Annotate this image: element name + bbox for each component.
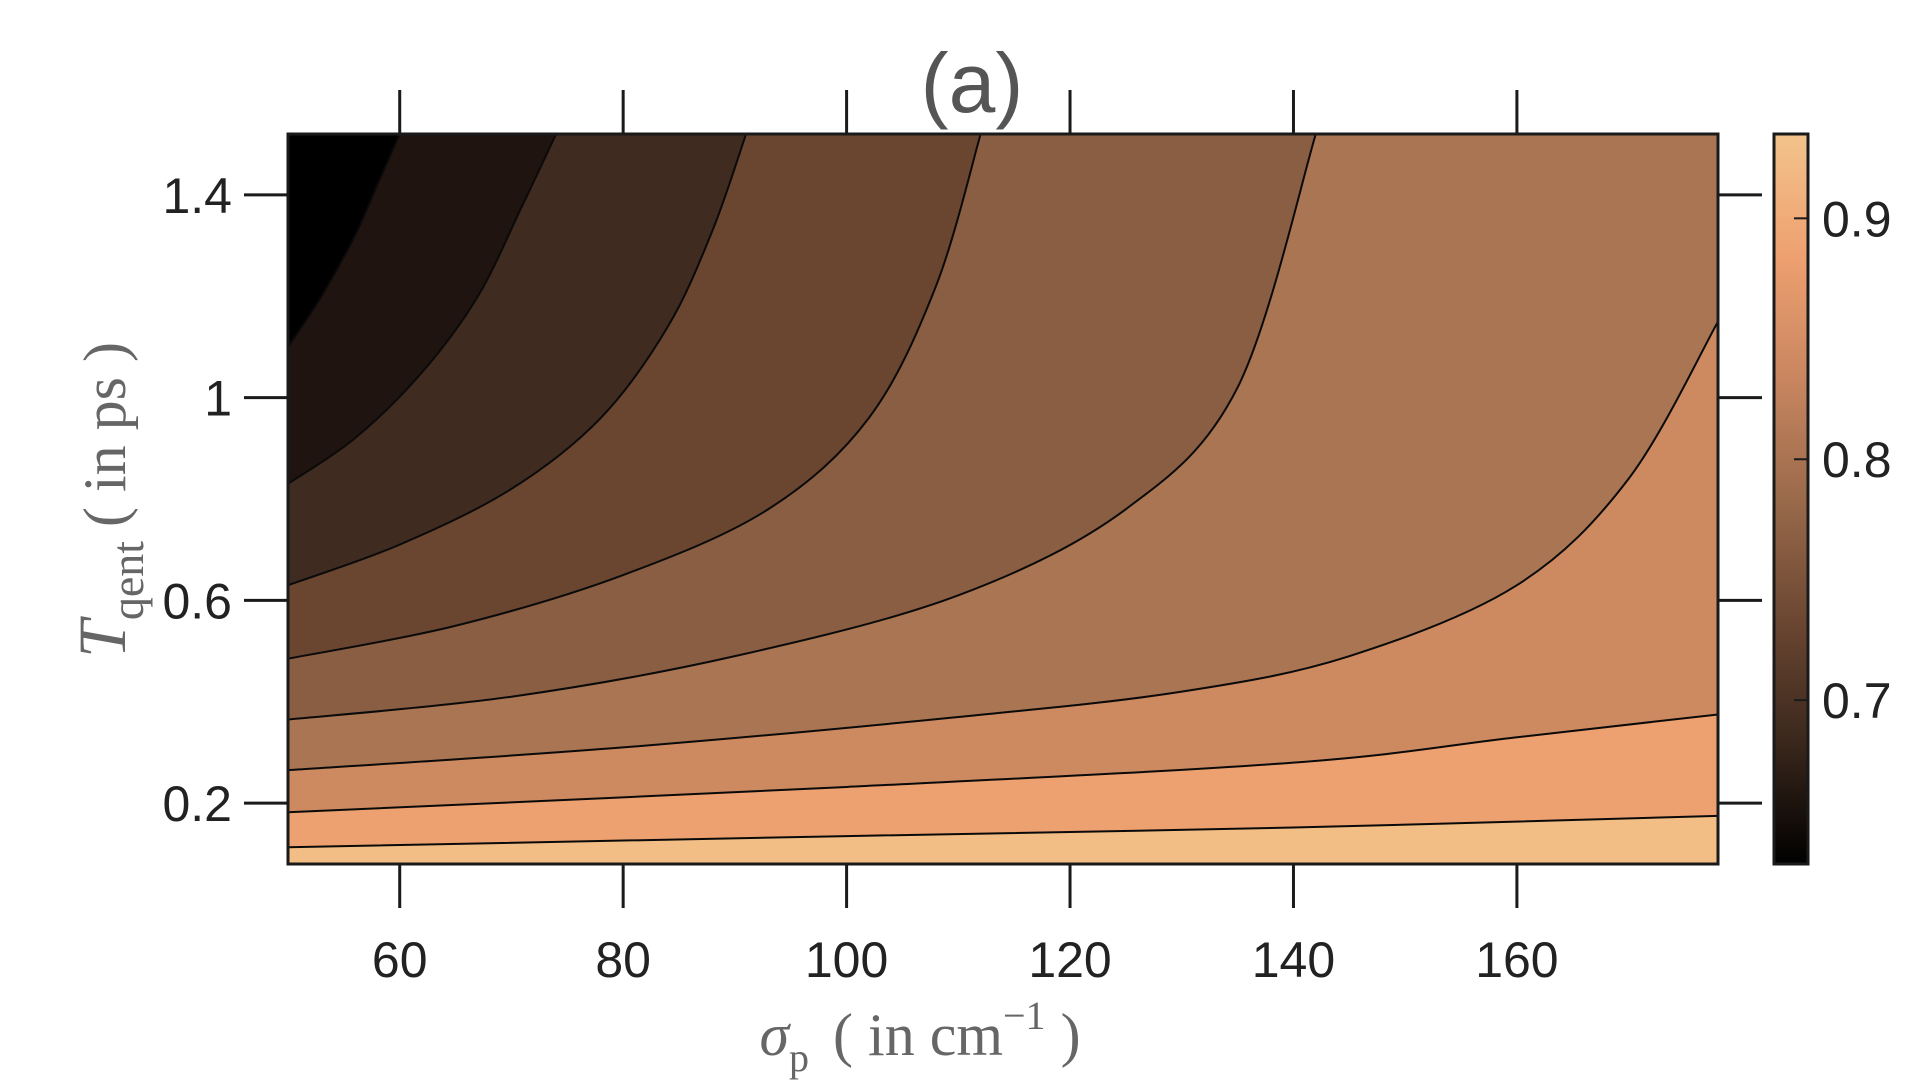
- contour-line-2: [288, 134, 558, 485]
- x-axis: 60 80 100 120 140 160: [372, 90, 1559, 988]
- x-tick-label: 100: [805, 932, 888, 988]
- y-tick-label: 0.2: [162, 776, 232, 832]
- contour-line-8: [288, 814, 1718, 849]
- y-axis-label: Tqent( in ps ): [64, 342, 153, 658]
- contour-region-6: [288, 321, 1718, 864]
- y-tick-label: 1.4: [162, 168, 232, 224]
- x-tick-label: 160: [1475, 932, 1558, 988]
- colorbar: 0.7 0.8 0.9: [1772, 132, 1892, 866]
- x-tick-label: 120: [1028, 932, 1111, 988]
- contour-lines: [288, 134, 1718, 849]
- x-axis-label: σp( in cm−1 ): [759, 993, 1080, 1080]
- colorbar-tick-label: 0.9: [1822, 191, 1892, 247]
- contour-line-5: [288, 134, 1317, 721]
- contour-line-1: [288, 134, 401, 348]
- contour-line-7: [288, 713, 1718, 814]
- contour-line-3: [288, 134, 747, 587]
- x-tick-label: 60: [372, 932, 428, 988]
- plot-frame: [286, 132, 1720, 866]
- y-tick-label: 0.6: [162, 573, 232, 629]
- contour-line-6: [288, 321, 1718, 772]
- contour-regions: [288, 134, 1718, 864]
- panel-label: (a): [921, 36, 1024, 130]
- colorbar-tick-label: 0.8: [1822, 432, 1892, 488]
- contour-line-4: [288, 134, 982, 660]
- colorbar-tick-label: 0.7: [1822, 673, 1892, 729]
- y-axis: 0.2 0.6 1 1.4: [162, 168, 1762, 832]
- x-tick-label: 140: [1252, 932, 1335, 988]
- y-tick-label: 1: [204, 371, 232, 427]
- contour-region-8: [288, 815, 1718, 864]
- x-tick-label: 80: [595, 932, 651, 988]
- colorbar-scale: [1772, 132, 1810, 866]
